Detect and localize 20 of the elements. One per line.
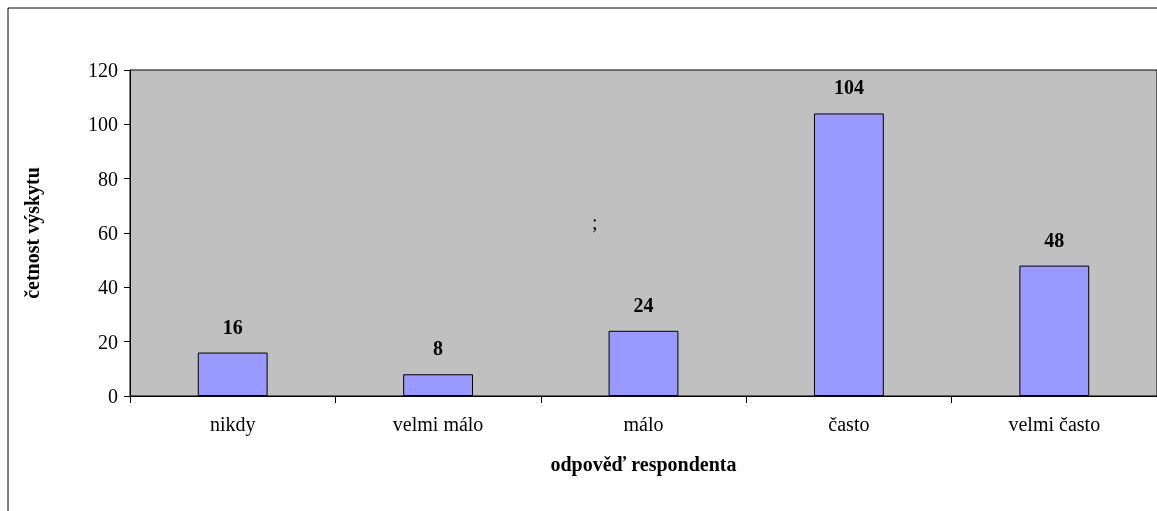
data-label: 104 xyxy=(833,76,864,99)
x-tick-label: velmi málo xyxy=(392,413,484,435)
y-tick-label: 100 xyxy=(88,113,118,136)
x-axis-title: odpověď respondenta xyxy=(550,453,737,476)
x-tick-label: málo xyxy=(623,413,664,435)
annotation: ; xyxy=(592,211,598,233)
y-tick-label: 0 xyxy=(108,385,118,407)
data-label: 16 xyxy=(222,315,243,338)
y-tick-label: 20 xyxy=(98,330,118,353)
y-tick-label: 60 xyxy=(98,222,118,244)
data-label: 8 xyxy=(433,337,444,360)
x-tick-label: často xyxy=(828,413,870,435)
y-tick-label: 40 xyxy=(98,276,118,299)
data-label: 24 xyxy=(633,293,654,316)
x-tick-label: velmi často xyxy=(1008,413,1101,435)
y-tick-label: 120 xyxy=(88,59,118,81)
x-tick-label: nikdy xyxy=(209,413,256,436)
y-axis-title: četnost výskytu xyxy=(21,167,44,299)
data-label: 48 xyxy=(1044,228,1065,251)
y-tick-label: 80 xyxy=(98,167,118,190)
